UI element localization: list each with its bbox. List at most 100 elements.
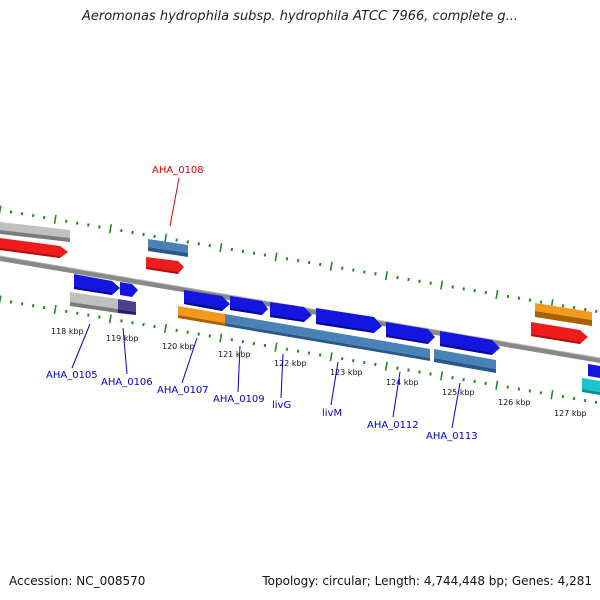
gene-label-AHA_0112[interactable]: AHA_0112 — [367, 420, 419, 431]
minor-tick — [561, 395, 565, 399]
minor-tick — [9, 210, 13, 214]
minor-tick — [418, 279, 421, 283]
gene-label-AHA_0107[interactable]: AHA_0107 — [157, 385, 209, 396]
minor-tick — [285, 347, 289, 351]
minor-tick — [208, 334, 211, 338]
gene-livM[interactable] — [316, 308, 382, 333]
major-tick — [329, 261, 333, 271]
tick-label: 123 kbp — [330, 368, 363, 377]
tick-label: 122 kbp — [274, 359, 307, 368]
minor-tick — [319, 262, 322, 267]
major-tick — [108, 224, 112, 234]
minor-tick — [31, 214, 35, 218]
minor-tick — [396, 366, 399, 370]
outer-scale-ring — [0, 205, 598, 313]
reverse-feature[interactable] — [434, 349, 496, 369]
minor-tick — [65, 309, 68, 313]
major-tick — [0, 295, 2, 305]
minor-tick — [528, 298, 532, 302]
major-tick — [53, 214, 57, 224]
cyan-feature[interactable] — [582, 378, 600, 392]
rna-feature[interactable] — [531, 322, 588, 344]
major-tick — [440, 371, 444, 381]
major-tick — [219, 242, 223, 253]
minor-tick — [87, 223, 90, 227]
minor-tick — [341, 266, 344, 270]
minor-tick — [561, 304, 565, 308]
accession-text: Accession: NC_008570 — [9, 574, 146, 588]
minor-tick — [528, 389, 532, 393]
minor-tick — [9, 300, 13, 304]
minor-tick — [506, 294, 510, 298]
minor-tick — [506, 385, 509, 389]
minor-tick — [374, 362, 377, 367]
gene-label-livG[interactable]: livG — [272, 400, 291, 411]
reverse-feature[interactable] — [225, 314, 266, 330]
major-tick — [0, 205, 2, 215]
gene-label-AHA_0106[interactable]: AHA_0106 — [101, 377, 153, 388]
gene-label-AHA_0105[interactable]: AHA_0105 — [46, 370, 98, 381]
rna-feature[interactable] — [0, 238, 68, 258]
minor-tick — [484, 290, 488, 295]
minor-tick — [142, 232, 145, 237]
tick-label: 126 kbp — [498, 398, 531, 407]
major-tick — [108, 314, 112, 324]
pseudogene-feature[interactable] — [0, 222, 70, 238]
orange-feature[interactable] — [535, 303, 592, 320]
minor-tick — [142, 322, 145, 327]
minor-tick — [153, 324, 156, 329]
gene-label-AHA_0109[interactable]: AHA_0109 — [213, 394, 265, 405]
minor-tick — [230, 247, 234, 252]
minor-tick — [20, 212, 24, 216]
minor-tick — [418, 370, 421, 374]
gene-AHA_0108[interactable] — [148, 239, 188, 253]
dark-feature[interactable] — [118, 299, 136, 312]
minor-tick — [363, 360, 366, 365]
minor-tick — [451, 285, 454, 289]
minor-tick — [473, 289, 476, 293]
minor-tick — [429, 281, 432, 285]
highlighted-gene-label[interactable]: AHA_0108 — [152, 165, 204, 176]
gene-partial[interactable] — [588, 364, 600, 378]
minor-tick — [407, 368, 410, 372]
minor-tick — [76, 221, 79, 225]
major-tick — [219, 333, 223, 343]
minor-tick — [87, 313, 90, 317]
major-tick — [495, 289, 499, 300]
minor-tick — [230, 338, 234, 342]
major-tick — [164, 233, 168, 243]
inner-scale-ring — [0, 295, 598, 404]
minor-tick — [120, 229, 123, 233]
major-tick — [384, 361, 388, 371]
reverse-feature[interactable] — [378, 340, 430, 358]
reverse-feature[interactable] — [266, 321, 378, 349]
gene-AHA_0113[interactable] — [440, 331, 500, 355]
pseudogene-feature[interactable] — [70, 292, 118, 309]
tick-label: 127 kbp — [554, 409, 587, 418]
gene-label-AHA_0113[interactable]: AHA_0113 — [426, 431, 478, 442]
minor-tick — [594, 400, 598, 404]
gene-label-livM[interactable]: livM — [322, 408, 342, 419]
minor-tick — [252, 341, 256, 346]
minor-tick — [572, 396, 576, 401]
minor-tick — [98, 315, 101, 319]
minor-tick — [31, 304, 35, 308]
major-tick — [550, 390, 554, 400]
minor-tick — [429, 372, 432, 376]
highlight-leader — [169, 177, 180, 227]
minor-tick — [517, 296, 521, 300]
minor-tick — [186, 330, 189, 334]
gene-AHA_0106[interactable] — [120, 282, 138, 297]
minor-tick — [197, 242, 200, 246]
minor-tick — [263, 253, 267, 257]
minor-tick — [595, 309, 598, 313]
minor-tick — [197, 332, 200, 336]
minor-tick — [583, 398, 587, 403]
minor-tick — [572, 305, 576, 310]
major-tick — [274, 252, 278, 262]
minor-tick — [252, 251, 256, 255]
minor-tick — [241, 249, 245, 253]
minor-tick — [65, 219, 68, 223]
orange-feature[interactable] — [178, 306, 225, 323]
